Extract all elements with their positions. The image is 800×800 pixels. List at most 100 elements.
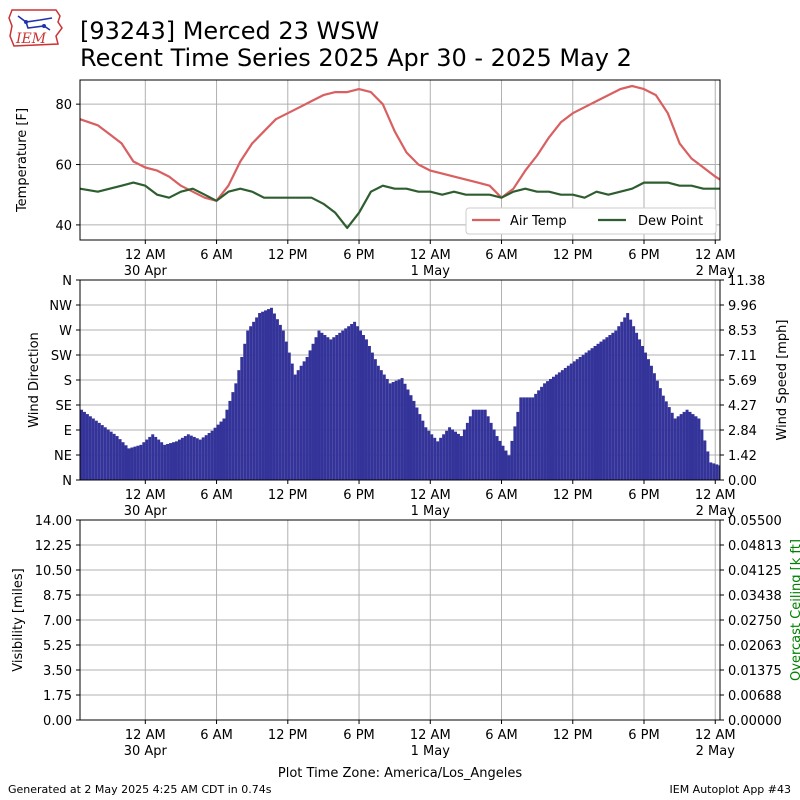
wind-speed-bar <box>397 379 401 480</box>
visibility-tick-label: 7.00 <box>43 614 72 629</box>
wind-speed-bar <box>287 352 291 480</box>
wind-speed-bar <box>534 393 538 480</box>
wind-speed-bar <box>323 335 327 480</box>
wind-speed-bar <box>436 441 440 480</box>
wind-speed-bar <box>302 361 306 480</box>
wind-speed-bar <box>718 465 720 480</box>
wind-speed-bar <box>296 370 300 480</box>
wind-speed-bar <box>623 317 627 480</box>
temperature-axis-label: Temperature [F] <box>15 108 30 213</box>
ceiling-tick-label: 0.03438 <box>728 589 782 604</box>
wind-speed-bar <box>451 429 455 480</box>
wind-speed-bar <box>483 409 487 480</box>
visibility-tick-label: 14.00 <box>35 514 72 529</box>
wind-speed-bar <box>109 431 113 480</box>
wind-speed-bar <box>489 422 493 480</box>
wind-speed-bar <box>703 440 707 480</box>
wind-speed-tick-label: 4.27 <box>728 399 757 414</box>
wind-speed-bar <box>204 435 208 480</box>
wind-speed-bar <box>243 343 247 480</box>
wind-speed-bar <box>459 436 463 480</box>
wind-speed-bar <box>554 374 558 480</box>
x-tick-label: 6 AM <box>485 488 518 503</box>
wind-speed-bar <box>614 330 618 480</box>
temperature-panel-frame <box>79 79 721 241</box>
wind-speed-bar <box>356 326 360 480</box>
x-tick-date-label: 30 Apr <box>124 504 168 519</box>
wind-speed-bar <box>510 440 514 480</box>
x-tick-label: 6 PM <box>628 488 659 503</box>
wind-speed-bar <box>237 370 241 480</box>
wind-speed-bar <box>367 345 371 480</box>
wind-speed-bar <box>581 354 585 480</box>
wind-speed-bar <box>620 321 624 480</box>
ceiling-axis-label: Overcast Ceiling [k ft] <box>789 539 800 681</box>
visibility-tick-label: 1.75 <box>43 689 72 704</box>
wind-speed-bar <box>593 345 597 480</box>
wind-speed-bar <box>335 335 339 480</box>
x-tick-date-label: 2 May <box>696 504 736 519</box>
wind-speed-bar <box>225 409 229 480</box>
wind-speed-bar <box>507 455 511 480</box>
wind-speed-bar <box>608 335 612 480</box>
wind-speed-bar <box>228 400 232 480</box>
wind-speed-bar <box>445 430 449 480</box>
wind-speed-bar <box>234 383 238 480</box>
x-tick-label: 12 PM <box>553 488 593 503</box>
x-tick-label: 12 AM <box>125 488 166 503</box>
wind-direction-tick-label: N <box>62 274 72 289</box>
wind-speed-bar <box>267 309 270 480</box>
wind-speed-bar <box>385 378 389 480</box>
wind-speed-bar <box>160 442 164 480</box>
wind-speed-tick-label: 5.69 <box>728 374 757 389</box>
wind-speed-bar <box>454 431 457 480</box>
wind-direction-tick-label: E <box>64 424 72 439</box>
x-tick-date-label: 2 May <box>696 744 736 759</box>
wind-speed-bar <box>177 439 181 480</box>
wind-speed-bar <box>213 427 217 480</box>
x-tick-label: 6 AM <box>200 488 233 503</box>
wind-speed-bar <box>525 397 529 480</box>
wind-speed-bar <box>183 436 187 480</box>
wind-speed-bar <box>317 330 321 480</box>
wind-speed-bar <box>638 339 642 480</box>
wind-speed-bar <box>127 448 131 480</box>
wind-speed-bar <box>575 359 579 480</box>
x-tick-label: 12 AM <box>695 488 736 503</box>
wind-speed-bar <box>531 397 535 480</box>
wind-speed-bar <box>154 436 158 480</box>
wind-speed-bar <box>255 317 259 480</box>
x-tick-label: 6 PM <box>628 728 659 743</box>
wind-speed-bar <box>207 432 211 480</box>
wind-speed-bar <box>667 407 671 480</box>
wind-speed-bar <box>670 412 674 480</box>
visibility-tick-label: 8.75 <box>43 589 72 604</box>
wind-speed-bar <box>421 420 425 480</box>
wind-speed-bar <box>403 383 407 480</box>
wind-speed-bar <box>468 416 472 480</box>
wind-speed-bar <box>172 442 175 480</box>
wind-speed-bar <box>359 330 363 480</box>
wind-speed-bar <box>338 332 342 480</box>
wind-speed-tick-label: 1.42 <box>728 449 757 464</box>
wind-speed-bar <box>353 321 357 480</box>
wind-speed-bar <box>641 345 645 480</box>
iem-logo: IEM <box>8 9 63 47</box>
wind-speed-bar <box>498 440 502 480</box>
wind-speed-bar <box>528 397 532 480</box>
wind-speed-bar <box>115 436 119 480</box>
wind-speed-bar <box>566 365 570 480</box>
wind-speed-bar <box>578 356 582 480</box>
wind-speed-bar <box>85 414 89 480</box>
wind-speed-bar <box>151 434 155 480</box>
legend-label-dew-point: Dew Point <box>638 214 703 229</box>
x-tick-label: 6 AM <box>200 248 233 263</box>
network-node-shape <box>42 24 46 28</box>
wind-speed-bar <box>174 441 178 480</box>
logo-text: IEM <box>15 31 47 47</box>
app-footer: IEM Autoplot App #43 <box>669 783 792 796</box>
wind-speed-bar <box>370 352 374 480</box>
wind-speed-bar <box>278 324 282 480</box>
wind-speed-bar <box>246 330 250 480</box>
